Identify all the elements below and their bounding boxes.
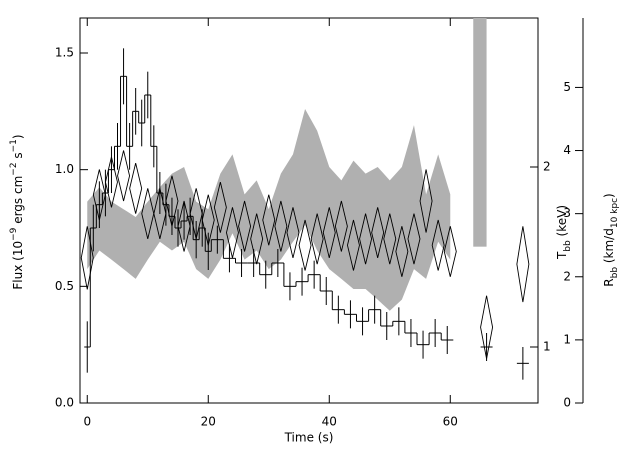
y-axis-label: Flux (10−9 ergs cm−2 s−1)	[9, 134, 25, 289]
y2-axis-label-part: (keV)	[555, 205, 569, 240]
y2-tick-label: 2	[543, 160, 551, 174]
shade-region	[473, 18, 487, 247]
x-tick-label: 20	[201, 415, 216, 429]
y3-tick-label: 4	[563, 143, 571, 157]
radius-diamond	[262, 194, 276, 246]
y-axis-label-part: −1	[9, 139, 19, 152]
radius-diamond	[189, 188, 203, 240]
radius-diamond	[213, 181, 227, 233]
y3-tick-label: 5	[563, 80, 571, 94]
radius-diamond	[201, 194, 215, 246]
x-tick-label: 0	[83, 415, 91, 429]
radius-diamond	[431, 219, 445, 271]
radius-diamond	[359, 213, 373, 265]
y3-axis-label-part: bb	[610, 267, 620, 279]
radius-diamond	[310, 213, 324, 265]
y-axis-label-part: −9	[9, 227, 19, 241]
radius-diamond	[153, 188, 167, 240]
radius-diamond	[286, 207, 300, 258]
x-tick-label: 60	[443, 415, 458, 429]
y3-axis-label-part: (km/d	[602, 228, 616, 267]
y3-axis-label-part: )	[602, 193, 616, 198]
y-axis-label-part: Flux (10	[11, 241, 25, 290]
plot-frame	[79, 17, 539, 404]
radius-diamond	[165, 175, 179, 227]
y-axis-label-part: )	[11, 134, 25, 139]
radius-diamond	[104, 156, 118, 208]
radius-diamond	[407, 213, 421, 265]
y-axis-label-part: ergs cm	[11, 176, 25, 228]
y-axis-label-part: s	[11, 152, 25, 162]
y-tick-label: 1.0	[55, 162, 74, 176]
radius-diamond	[395, 226, 409, 277]
radius-diamond	[117, 150, 131, 202]
radius-diamond	[419, 169, 433, 233]
radius-diamond	[226, 207, 239, 258]
temperature-band	[87, 109, 451, 311]
radius-diamond	[443, 226, 457, 277]
y-tick-label: 1.5	[55, 46, 74, 60]
y3-tick-label: 1	[563, 332, 571, 346]
radius-diamond	[322, 207, 336, 258]
x-axis-label: Time (s)	[284, 431, 334, 445]
radius-diamond	[92, 169, 106, 221]
radius-diamond	[177, 200, 191, 252]
y2-axis-label-part: T	[555, 251, 569, 260]
y-tick-label: 0.0	[55, 396, 74, 410]
radius-diamond	[129, 163, 143, 214]
y3-axis-label-part: R	[602, 278, 616, 286]
y2-axis-label-part: bb	[563, 240, 573, 252]
radius-diamond	[480, 295, 494, 359]
radius-diamond	[347, 219, 360, 271]
y2-axis-label: Tbb (keV)	[555, 205, 573, 260]
y3-tick-label: 0	[563, 396, 571, 410]
radius-diamond	[298, 219, 312, 271]
radius-diamond	[383, 213, 397, 265]
y-tick-label: 0.5	[55, 279, 74, 293]
x-tick-label: 40	[322, 415, 337, 429]
y3-axis-label: Rbb (km/d10 kpc)	[602, 193, 620, 286]
y2-tick-label: 1	[543, 339, 551, 353]
radius-diamond	[334, 200, 348, 252]
radius-diamond	[274, 200, 288, 252]
radius-diamond	[80, 226, 94, 290]
y3-tick-label: 2	[563, 269, 571, 283]
y3-tick-label: 3	[563, 206, 571, 220]
radius-diamond	[371, 207, 385, 258]
radius-diamond	[250, 213, 264, 265]
y-axis-label-part: −2	[9, 162, 19, 175]
y3-axis-label-part: 10 kpc	[610, 198, 620, 228]
radius-diamond	[141, 188, 155, 240]
radius-diamond	[238, 200, 252, 252]
radius-diamond	[516, 226, 530, 303]
